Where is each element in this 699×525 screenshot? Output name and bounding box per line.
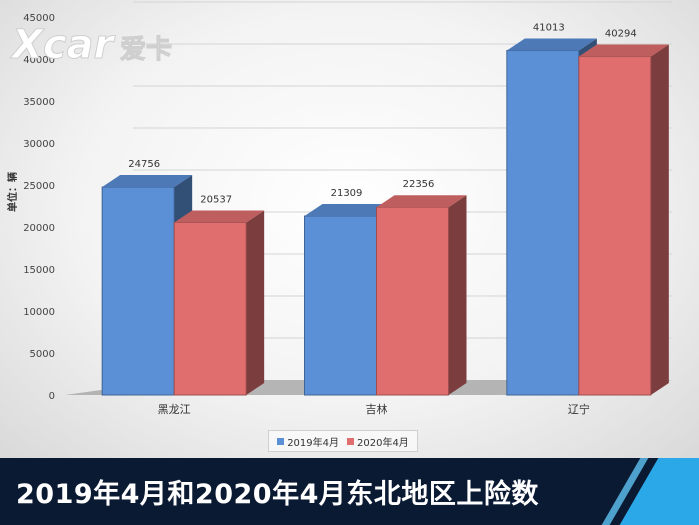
y-axis-label: 单位：辆 [8, 172, 19, 212]
bar-0-0 [101, 186, 175, 396]
bar-chart: 0 5000 10000 15000 20000 25000 30000 35000 40000… [23, 1, 672, 416]
legend-swatch-2020 [347, 437, 354, 445]
y-tick-label-9: 45000 [23, 13, 55, 24]
chart-legend: 2019年4月 2020年4月 [268, 430, 418, 452]
y-tick-label-0: 0 [49, 391, 55, 402]
data-label-1-1: 22356 [403, 179, 435, 190]
banner-accent-block [619, 458, 699, 525]
y-tick-label-7: 35000 [23, 97, 55, 108]
data-label-1-2: 40294 [605, 29, 637, 40]
legend-label-2020: 2020年4月 [357, 437, 409, 449]
bar-1-2 [578, 56, 652, 396]
x-tick-label-2: 辽宁 [568, 402, 590, 416]
legend-item-2019: 2019年4月 [277, 434, 339, 449]
y-tick-label-6: 30000 [23, 139, 55, 150]
logo-brand-mark: Xcar [9, 22, 116, 68]
bar-top-0-1 [304, 204, 395, 217]
y-tick-label-1: 5000 [30, 349, 55, 360]
y-tick-label-4: 20000 [23, 223, 55, 234]
data-label-1-0: 20537 [200, 194, 232, 205]
bar-1-1 [376, 206, 449, 396]
y-tick-label-2: 10000 [23, 307, 55, 318]
chart-area: 0 5000 10000 15000 20000 25000 30000 35000 40000… [0, 0, 699, 458]
y-tick-label-5: 25000 [23, 181, 55, 192]
bar-side-1-2 [650, 44, 669, 396]
bar-0-1 [304, 215, 377, 396]
bar-side-1-1 [448, 195, 467, 395]
x-tick-label-1: 吉林 [366, 402, 388, 416]
xcar-logo: Xcar 爱卡 [9, 22, 173, 69]
banner-title: 2019年4月和2020年4月东北地区上险数 [16, 479, 539, 510]
legend-swatch-2019 [277, 437, 285, 445]
data-label-0-1: 21309 [331, 188, 363, 199]
legend-label-2019: 2019年4月 [287, 437, 339, 449]
y-tick-label-3: 15000 [23, 265, 55, 276]
bar-top-0-0 [102, 175, 193, 188]
title-banner: 2019年4月和2020年4月东北地区上险数 [0, 458, 699, 525]
bar-side-1-0 [246, 210, 265, 395]
legend-item-2020: 2020年4月 [347, 434, 409, 449]
data-label-0-0: 24756 [128, 159, 160, 170]
bar-0-2 [506, 49, 580, 396]
bar-top-1-0 [174, 210, 265, 223]
data-label-0-2: 41013 [533, 22, 565, 33]
bar-1-0 [173, 221, 247, 396]
logo-text: 爱卡 [120, 35, 172, 65]
x-tick-label-0: 黑龙江 [158, 403, 191, 416]
bar-top-0-2 [506, 38, 597, 51]
bar-top-1-2 [578, 44, 669, 57]
bar-top-1-1 [376, 195, 467, 208]
y-tick-label-8: 40000 [23, 55, 55, 66]
